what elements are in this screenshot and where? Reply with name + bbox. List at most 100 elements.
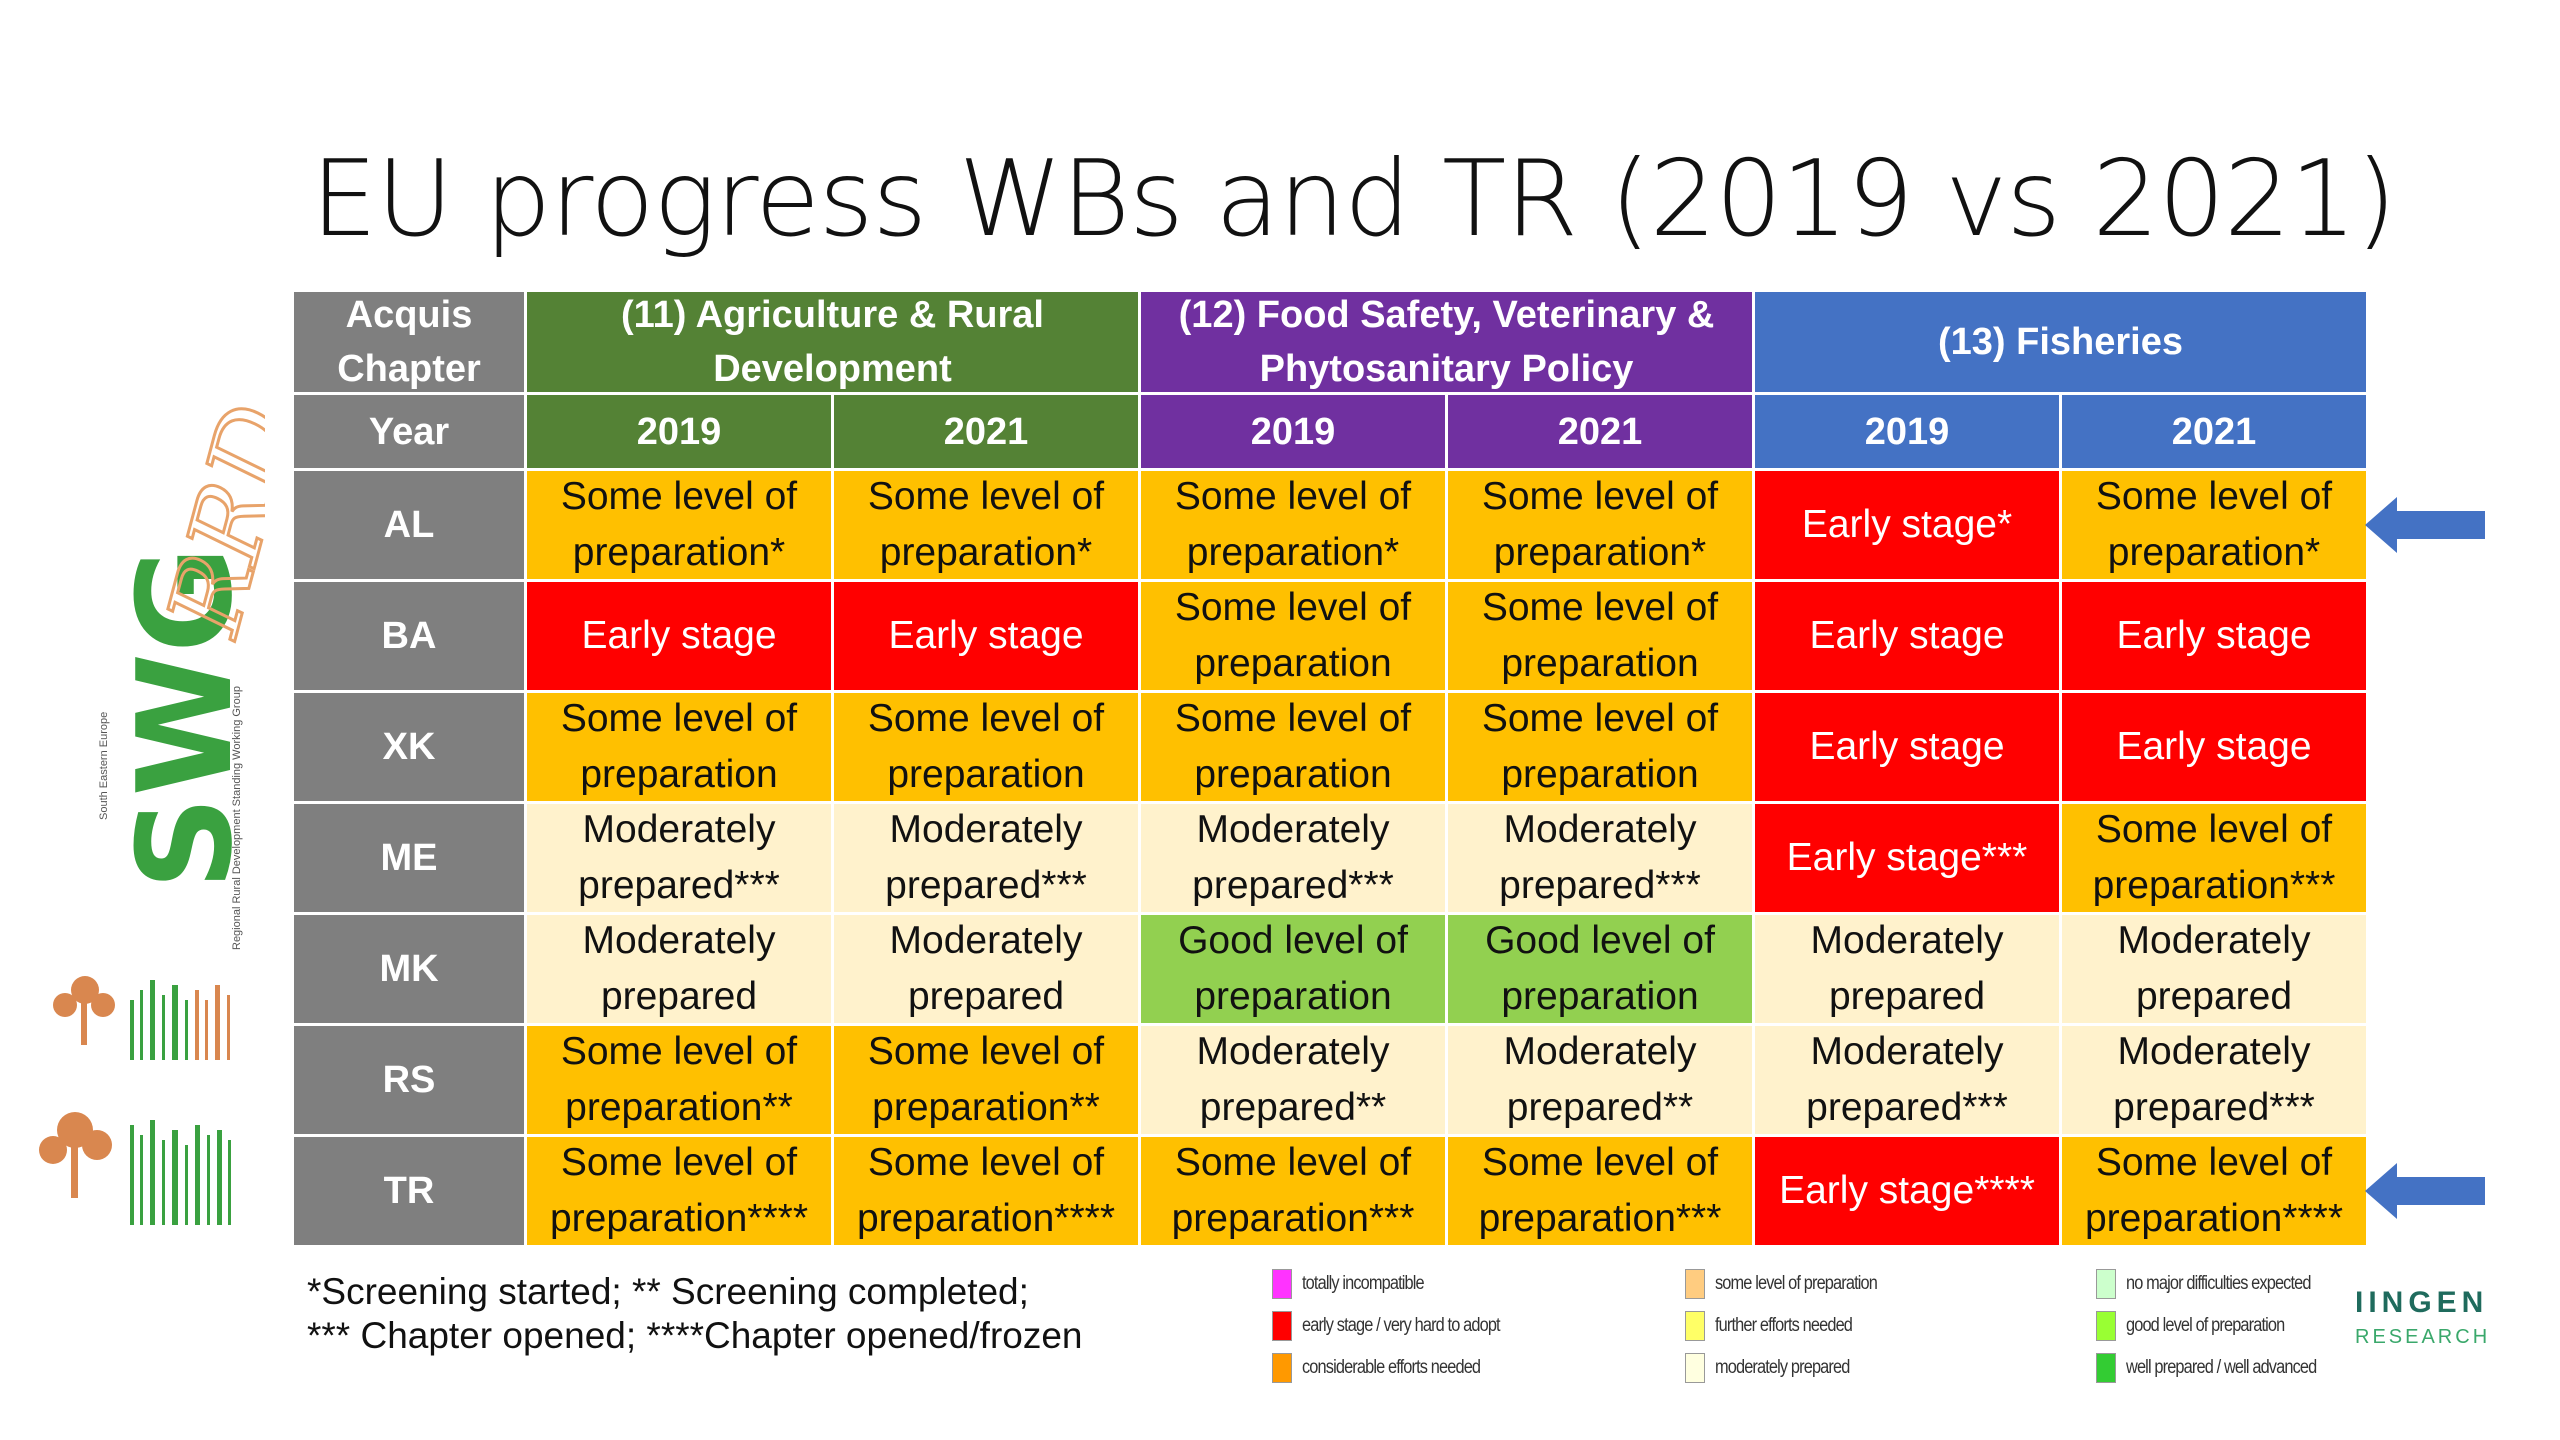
status-cell: Good level of preparation — [1448, 915, 1752, 1023]
country-xk: XK — [294, 693, 524, 801]
status-cell: Some level of preparation* — [2062, 471, 2366, 579]
country-tr: TR — [294, 1137, 524, 1245]
country-al: AL — [294, 471, 524, 579]
status-cell: Early stage — [2062, 693, 2366, 801]
status-cell: Early stage — [2062, 582, 2366, 690]
status-cell: Moderately prepared*** — [834, 804, 1138, 912]
status-cell: Early stage — [834, 582, 1138, 690]
status-cell: Some level of preparation**** — [527, 1137, 831, 1245]
legend-column: some level of preparation further efforts… — [1685, 1263, 1903, 1389]
status-cell: Good level of preparation — [1141, 915, 1445, 1023]
swg-rrd-logo: South Eastern Europe Regional Rural Deve… — [39, 392, 265, 1225]
left-arrow-icon — [2365, 1163, 2485, 1219]
status-cell: Moderately prepared — [527, 915, 831, 1023]
legend-label: well prepared / well advanced — [2126, 1357, 2317, 1378]
status-cell: Some level of preparation**** — [2062, 1137, 2366, 1245]
legend-item: some level of preparation — [1685, 1263, 1903, 1305]
legend-item: totally incompatible — [1272, 1263, 1532, 1305]
status-cell: Some level of preparation** — [527, 1026, 831, 1134]
chapter-12-header: (12) Food Safety, Veterinary & Phytosani… — [1141, 292, 1752, 392]
year-cell: 2019 — [1755, 395, 2059, 468]
status-cell: Some level of preparation** — [834, 1026, 1138, 1134]
legend-item: further efforts needed — [1685, 1305, 1903, 1347]
status-cell: Some level of preparation*** — [2062, 804, 2366, 912]
status-cell: Moderately prepared*** — [1141, 804, 1445, 912]
legend-column: no major difficulties expected good level… — [2096, 1263, 2347, 1389]
left-arrow-icon — [2365, 497, 2485, 553]
status-cell: Some level of preparation*** — [1448, 1137, 1752, 1245]
status-cell: Some level of preparation* — [1141, 471, 1445, 579]
legend-item: early stage / very hard to adopt — [1272, 1305, 1532, 1347]
legend-label: considerable efforts needed — [1302, 1357, 1481, 1378]
legend-label: totally incompatible — [1302, 1273, 1425, 1294]
page-title: EU progress WBs and TR (2019 vs 2021) — [311, 138, 2397, 260]
footnote: *Screening started; ** Screening complet… — [307, 1270, 1083, 1358]
legend-item: considerable efforts needed — [1272, 1347, 1532, 1389]
status-cell: Early stage*** — [1755, 804, 2059, 912]
status-cell: Some level of preparation — [1141, 582, 1445, 690]
svg-text:RRD: RRD — [145, 393, 265, 648]
legend-swatch — [1272, 1311, 1292, 1341]
country-mk: MK — [294, 915, 524, 1023]
legend-label: moderately prepared — [1715, 1357, 1850, 1378]
legend-swatch — [1272, 1269, 1292, 1299]
legend-label: early stage / very hard to adopt — [1302, 1315, 1501, 1336]
legend-item: good level of preparation — [2096, 1305, 2347, 1347]
year-cell: 2019 — [1141, 395, 1445, 468]
status-cell: Moderately prepared — [1755, 915, 2059, 1023]
legend-swatch — [2096, 1311, 2116, 1341]
status-cell: Moderately prepared** — [1141, 1026, 1445, 1134]
year-header: Year — [294, 395, 524, 468]
status-cell: Moderately prepared — [834, 915, 1138, 1023]
status-cell: Early stage — [1755, 582, 2059, 690]
country-ba: BA — [294, 582, 524, 690]
status-cell: Moderately prepared*** — [1755, 1026, 2059, 1134]
status-cell: Some level of preparation* — [834, 471, 1138, 579]
chapter-11-header: (11) Agriculture & Rural Development — [527, 292, 1138, 392]
status-cell: Moderately prepared** — [1448, 1026, 1752, 1134]
footnote-line: *Screening started; ** Screening complet… — [307, 1271, 1029, 1312]
status-cell: Some level of preparation**** — [834, 1137, 1138, 1245]
status-cell: Some level of preparation* — [1448, 471, 1752, 579]
logo-swg-text: SWG — [109, 546, 261, 890]
legend-label: further efforts needed — [1715, 1315, 1853, 1336]
acquis-chapter-header: Acquis Chapter — [294, 292, 524, 392]
legend-swatch — [2096, 1353, 2116, 1383]
status-cell: Moderately prepared*** — [527, 804, 831, 912]
status-cell: Some level of preparation* — [527, 471, 831, 579]
progress-table: Acquis Chapter (11) Agriculture & Rural … — [294, 292, 2366, 1245]
status-cell: Early stage — [1755, 693, 2059, 801]
status-cell: Some level of preparation — [1141, 693, 1445, 801]
status-cell: Moderately prepared*** — [2062, 1026, 2366, 1134]
status-cell: Some level of preparation — [1448, 693, 1752, 801]
legend-label: no major difficulties expected — [2126, 1273, 2311, 1294]
status-cell: Some level of preparation — [834, 693, 1138, 801]
logo-caption: South Eastern Europe — [98, 712, 110, 820]
status-cell: Some level of preparation — [527, 693, 831, 801]
status-cell: Moderately prepared*** — [1448, 804, 1752, 912]
legend-swatch — [1685, 1269, 1705, 1299]
partner-logo-text: IINGEN — [2355, 1286, 2489, 1319]
status-cell: Some level of preparation — [1448, 582, 1752, 690]
country-me: ME — [294, 804, 524, 912]
status-cell: Early stage — [527, 582, 831, 690]
legend-swatch — [1272, 1353, 1292, 1383]
status-cell: Moderately prepared — [2062, 915, 2366, 1023]
year-cell: 2021 — [2062, 395, 2366, 468]
legend-item: well prepared / well advanced — [2096, 1347, 2347, 1389]
chapter-13-header: (13) Fisheries — [1755, 292, 2366, 392]
legend-swatch — [1685, 1353, 1705, 1383]
status-cell: Early stage* — [1755, 471, 2059, 579]
year-cell: 2021 — [1448, 395, 1752, 468]
country-rs: RS — [294, 1026, 524, 1134]
svg-text:Regional Rural Development Sta: Regional Rural Development Standing Work… — [231, 686, 243, 950]
legend-swatch — [1685, 1311, 1705, 1341]
legend-label: some level of preparation — [1715, 1273, 1878, 1294]
status-cell: Some level of preparation*** — [1141, 1137, 1445, 1245]
legend-swatch — [2096, 1269, 2116, 1299]
status-cell: Early stage**** — [1755, 1137, 2059, 1245]
legend-item: no major difficulties expected — [2096, 1263, 2347, 1305]
footnote-line: *** Chapter opened; ****Chapter opened/f… — [307, 1315, 1083, 1356]
partner-logo-subtext: RESEARCH — [2355, 1326, 2491, 1348]
legend-item: moderately prepared — [1685, 1347, 1903, 1389]
